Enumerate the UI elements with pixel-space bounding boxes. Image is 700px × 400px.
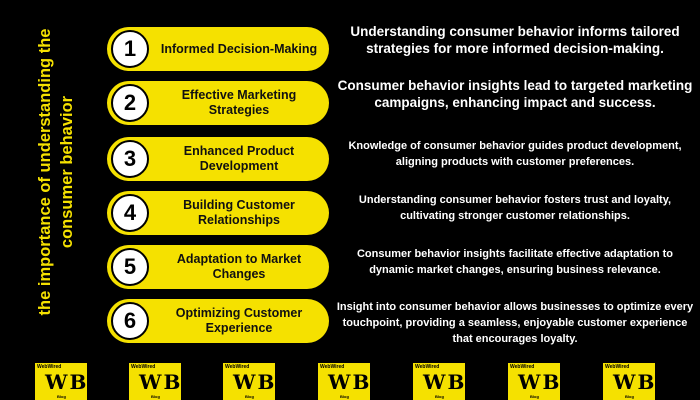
item-number: 1	[111, 30, 149, 68]
item-title: Enhanced Product Development	[183, 144, 295, 173]
item-pill: 6 Optimizing Customer Experience	[107, 299, 329, 343]
list-item: 1 Informed Decision-Making Understanding…	[107, 24, 695, 71]
list-item: 4 Building Customer Relationships Unders…	[107, 191, 695, 235]
blog-logo: WebWired WB Blog	[35, 363, 89, 400]
item-description: Consumer behavior insights facilitate ef…	[356, 248, 673, 276]
blog-logo: WebWired WB Blog	[318, 363, 372, 400]
item-number: 6	[111, 302, 149, 340]
item-description: Consumer behavior insights lead to targe…	[337, 78, 693, 110]
item-pill: 3 Enhanced Product Development	[107, 137, 329, 181]
blog-logo: WebWired WB Blog	[129, 363, 183, 400]
logo-strip: WebWired WB Blog WebWired WB Blog WebWired WB…	[0, 357, 700, 400]
item-number: 5	[111, 248, 149, 286]
item-description: Understanding consumer behavior fosters …	[358, 194, 672, 222]
item-pill: 2 Effective Marketing Strategies	[107, 81, 329, 125]
item-title: Effective Marketing Strategies	[181, 88, 297, 117]
item-description: Understanding consumer behavior informs …	[350, 24, 680, 56]
list-item: 6 Optimizing Customer Experience Insight…	[107, 299, 695, 345]
item-number: 2	[111, 84, 149, 122]
item-title: Optimizing Customer Experience	[175, 306, 303, 335]
item-title: Informed Decision-Making	[160, 41, 318, 56]
list-item: 2 Effective Marketing Strategies Consume…	[107, 78, 695, 125]
side-title: the importance of understanding the cons…	[25, 22, 87, 322]
blog-logo: WebWired WB Blog	[413, 363, 467, 400]
item-description: Knowledge of consumer behavior guides pr…	[348, 140, 682, 168]
list-item: 5 Adaptation to Market Changes Consumer …	[107, 245, 695, 289]
item-number: 3	[111, 140, 149, 178]
item-title: Adaptation to Market Changes	[176, 252, 302, 281]
item-pill: 4 Building Customer Relationships	[107, 191, 329, 235]
item-pill: 1 Informed Decision-Making	[107, 27, 329, 71]
blog-logo: WebWired WB Blog	[603, 363, 657, 400]
blog-logo: WebWired WB Blog	[223, 363, 277, 400]
side-title-text: the importance of understanding the cons…	[36, 28, 76, 316]
item-description: Insight into consumer behavior allows bu…	[336, 301, 694, 345]
item-title: Building Customer Relationships	[183, 198, 295, 227]
blog-logo: WebWired WB Blog	[508, 363, 562, 400]
list-item: 3 Enhanced Product Development Knowledge…	[107, 137, 695, 181]
item-pill: 5 Adaptation to Market Changes	[107, 245, 329, 289]
item-number: 4	[111, 194, 149, 232]
